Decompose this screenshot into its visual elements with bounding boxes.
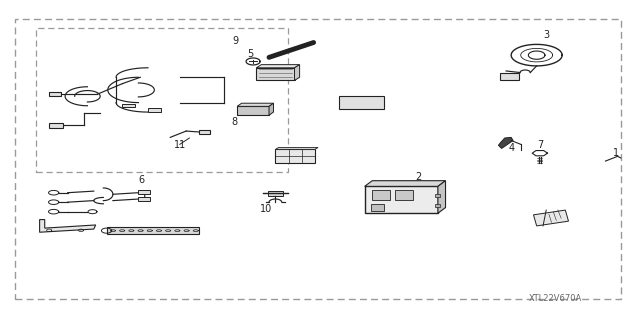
Polygon shape — [269, 103, 273, 115]
Bar — [372, 190, 390, 200]
Text: 1: 1 — [613, 148, 620, 158]
Bar — [49, 92, 61, 96]
Bar — [106, 227, 199, 234]
Polygon shape — [499, 137, 513, 148]
Bar — [371, 204, 384, 211]
Polygon shape — [237, 103, 273, 106]
Bar — [138, 197, 150, 201]
Text: 6: 6 — [138, 175, 145, 185]
Bar — [435, 194, 440, 197]
Bar — [339, 96, 384, 109]
Polygon shape — [534, 210, 568, 226]
Polygon shape — [294, 65, 300, 80]
Bar — [256, 68, 294, 80]
Bar — [199, 130, 211, 134]
Polygon shape — [365, 181, 445, 186]
Bar — [268, 191, 283, 196]
Text: 7: 7 — [537, 140, 543, 150]
Text: 4: 4 — [508, 144, 514, 153]
Text: 5: 5 — [247, 48, 253, 59]
Text: XTL22V670A: XTL22V670A — [529, 294, 582, 303]
Bar — [500, 73, 519, 80]
Bar — [122, 104, 135, 107]
Bar — [49, 123, 63, 128]
Text: 8: 8 — [231, 116, 237, 127]
Bar — [148, 108, 161, 112]
Text: 10: 10 — [260, 204, 272, 213]
Text: 2: 2 — [415, 172, 422, 182]
Bar — [395, 190, 413, 200]
Polygon shape — [275, 147, 318, 149]
Text: 11: 11 — [173, 140, 186, 150]
Text: 3: 3 — [543, 30, 549, 40]
Bar — [435, 204, 440, 207]
Bar — [138, 190, 150, 194]
Polygon shape — [438, 181, 445, 213]
Bar — [275, 149, 315, 163]
Text: 9: 9 — [233, 36, 239, 46]
Polygon shape — [256, 65, 300, 68]
Bar — [237, 106, 269, 115]
Bar — [365, 186, 438, 213]
Polygon shape — [40, 219, 96, 232]
